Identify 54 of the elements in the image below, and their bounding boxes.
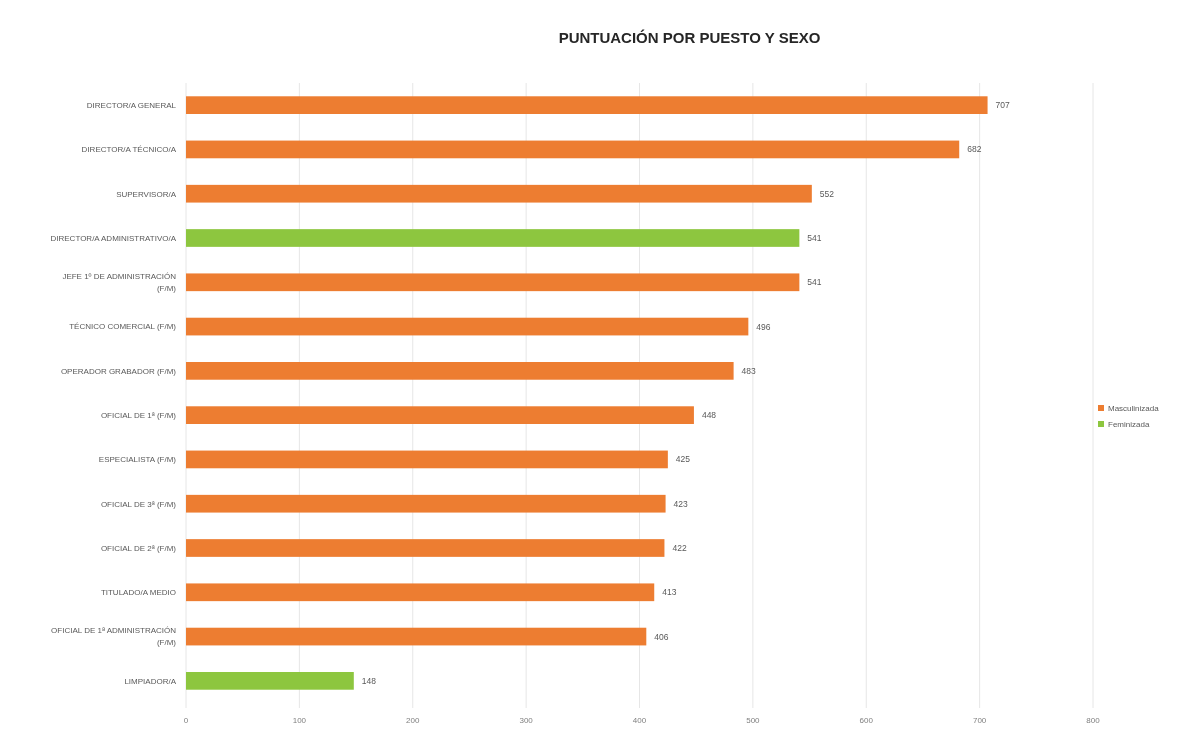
- y-tick-label: JEFE 1º DE ADMINISTRACIÓN (F/M): [62, 272, 177, 294]
- bar: [186, 627, 647, 646]
- y-tick-label: ESPECIALISTA (F/M): [98, 455, 177, 465]
- y-tick-label: TITULADO/A MEDIO: [100, 588, 176, 598]
- y-tick-label: DIRECTOR/A TÉCNICO/A: [81, 145, 177, 155]
- x-tick-label: 100: [292, 716, 307, 725]
- bar: [186, 184, 812, 203]
- data-label: 448: [701, 410, 717, 421]
- chart-title: PUNTUACIÓN POR PUESTO Y SEXO: [558, 29, 821, 46]
- data-label: 406: [654, 631, 669, 642]
- bar: [186, 317, 749, 336]
- data-label: 425: [675, 454, 691, 465]
- bar: [186, 539, 665, 557]
- bar: [186, 362, 734, 380]
- legend-label: Masculinizada: [1108, 403, 1160, 413]
- x-tick-label: 700: [972, 716, 987, 725]
- bar: [186, 583, 655, 602]
- data-label: 413: [662, 587, 677, 598]
- x-tick-label: 200: [406, 716, 420, 725]
- data-label: 422: [672, 542, 687, 553]
- x-tick-label: 0: [183, 716, 189, 725]
- bar: [186, 450, 668, 469]
- y-tick-label: OFICIAL DE 2ª (F/M): [100, 543, 177, 553]
- y-tick-label: OFICIAL DE 1ª ADMINISTRACIÓN (F/M): [51, 626, 177, 648]
- bar: [186, 672, 354, 690]
- data-label: 682: [967, 144, 982, 155]
- y-tick-label: DIRECTOR/A ADMINISTRATIVO/A: [50, 233, 177, 243]
- y-tick-label: TÉCNICO COMERCIAL (F/M): [69, 322, 177, 332]
- data-label: 541: [807, 277, 822, 288]
- x-tick-label: 600: [859, 716, 874, 725]
- bar: [186, 406, 694, 424]
- y-tick-label: SUPERVISOR/A: [116, 189, 177, 199]
- y-tick-label: LIMPIADOR/A: [124, 676, 177, 686]
- x-tick-label: 500: [746, 716, 761, 725]
- y-tick-label: DIRECTOR/A GENERAL: [86, 100, 177, 110]
- data-label: 552: [819, 188, 835, 199]
- x-tick-label: 400: [632, 716, 647, 725]
- bar: [186, 229, 800, 247]
- y-tick-label: OFICIAL DE 1ª (F/M): [100, 410, 177, 420]
- data-label: 483: [741, 365, 757, 376]
- legend-label: Feminizada: [1108, 419, 1150, 429]
- data-label: 148: [361, 675, 377, 686]
- bar: [186, 273, 800, 292]
- bar: [186, 140, 960, 159]
- data-label: 541: [807, 232, 822, 243]
- x-tick-label: 300: [519, 716, 534, 725]
- y-tick-label: OPERADOR GRABADOR (F/M): [60, 366, 177, 376]
- x-tick-label: 800: [1086, 716, 1101, 725]
- y-tick-label: OFICIAL DE 3ª (F/M): [100, 499, 177, 509]
- bar: [186, 494, 666, 513]
- data-label: 496: [756, 321, 771, 332]
- data-label: 423: [673, 498, 689, 509]
- data-label: 707: [995, 100, 1011, 111]
- bar: [186, 96, 988, 114]
